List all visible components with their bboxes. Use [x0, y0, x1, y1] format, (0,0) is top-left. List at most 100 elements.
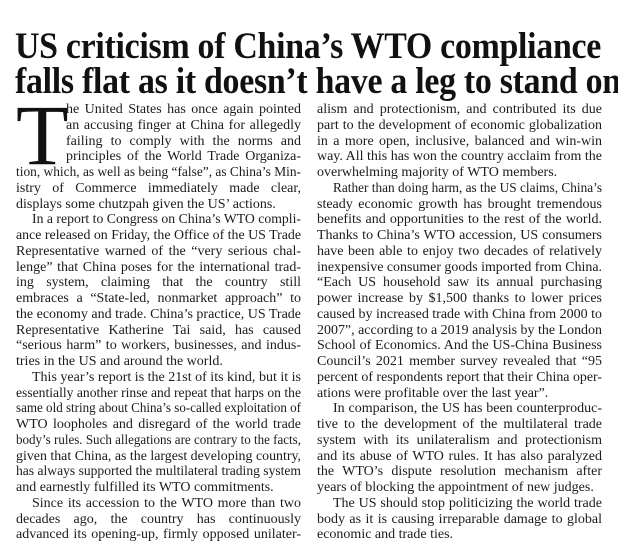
- text-line: Representative Katherine Tai said, has c…: [16, 323, 301, 339]
- text-line-content: caused by increased trade with China fro…: [317, 306, 602, 322]
- text-line: 2007”, according to a 2019 analysis by t…: [317, 323, 602, 339]
- text-line-content: body’s rules. Such allegations are contr…: [16, 432, 301, 448]
- text-line: failing to comply with the norms and: [16, 134, 301, 150]
- text-line-content: the WTO’s dispute resolution mechanism a…: [317, 464, 602, 480]
- text-line: way. All this has won the country acclai…: [317, 149, 602, 165]
- text-line: alism and protectionism, and contributed…: [317, 102, 602, 118]
- text-line-content: overwhelming majority of WTO members.: [317, 165, 558, 180]
- text-line-content: Council’s 2021 member survey revealed th…: [317, 354, 602, 369]
- text-line: In a report to Congress on China’s WTO c…: [16, 212, 301, 228]
- text-line: benefits and opportunities to the rest o…: [317, 212, 602, 228]
- text-line-content: ing system, claiming that the country st…: [16, 275, 301, 291]
- article-paragraph: Since its accession to the WTO more than…: [16, 496, 301, 543]
- text-line-content: 2007”, according to a 2019 analysis by t…: [317, 322, 602, 338]
- text-line: ance released on Friday, the Office of t…: [16, 228, 301, 244]
- text-line-content: and its abuse of WTO rules. It has also …: [317, 448, 602, 464]
- text-line-content: Since its accession to the WTO more than…: [32, 495, 301, 511]
- text-line-content: ations were profitable over the last yea…: [317, 385, 549, 401]
- text-line-content: The US should stop politicizing the worl…: [333, 495, 602, 511]
- text-line-content: tive to the development of the multilate…: [317, 417, 602, 432]
- text-line-content: system with its unilateralism and protec…: [317, 432, 602, 448]
- text-line-content: Representative Katherine Tai said, has c…: [16, 322, 301, 338]
- text-line-content: inexpensive consumer goods imported from…: [317, 259, 602, 275]
- text-line-content: This year’s report is the 21st of its ki…: [32, 369, 301, 385]
- headline-line-2: falls flat as it doesn’t have a leg to s…: [15, 60, 618, 102]
- text-line: decades ago, the country has continuousl…: [16, 512, 301, 528]
- text-line-content: benefits and opportunities to the rest o…: [317, 212, 602, 228]
- text-line-content: same old string about China’s so-called …: [16, 401, 301, 417]
- article-paragraph: Rather than doing harm, as the US claims…: [317, 181, 602, 402]
- text-line: system with its unilateralism and protec…: [317, 433, 602, 449]
- text-line-content: years of blocking the appointment of new…: [317, 480, 594, 495]
- text-line-content: steady economic growth has brought treme…: [317, 196, 602, 212]
- text-line: essentially another rinse and repeat tha…: [16, 386, 301, 402]
- text-line-content: In comparison, the US has been counterpr…: [333, 401, 602, 417]
- text-line: tive to the development of the multilate…: [317, 417, 602, 433]
- text-line: he United States has once again pointed: [16, 102, 301, 118]
- text-line-content: principles of the World Trade Organiza-: [66, 149, 301, 165]
- text-line-content: an accusing finger at China for allegedl…: [66, 117, 301, 133]
- text-line: and earnestly fulfilled its WTO commitme…: [16, 480, 301, 496]
- text-line: the WTO’s dispute resolution mechanism a…: [317, 464, 602, 480]
- text-line-content: in a more open, inclusive, balanced and …: [317, 133, 602, 149]
- headline-line-1: US criticism of China’s WTO compliance: [15, 25, 601, 67]
- headline: US criticism of China’s WTO compliance f…: [15, 25, 618, 102]
- text-line: tion, which, as well as being “false”, a…: [16, 165, 301, 181]
- text-line: tries in the US and around the world.: [16, 354, 301, 370]
- text-line-content: In a report to Congress on China’s WTO c…: [32, 212, 301, 228]
- text-line: embraces a “State-led, nonmarket approac…: [16, 291, 301, 307]
- text-line-content: has always supported the multilateral tr…: [16, 464, 301, 480]
- text-line: “serious harm” to workers, businesses, a…: [16, 338, 301, 354]
- text-line: same old string about China’s so-called …: [16, 401, 301, 417]
- text-line: an accusing finger at China for allegedl…: [16, 118, 301, 134]
- text-line-content: way. All this has won the country acclai…: [317, 149, 602, 165]
- text-line-content: Representative warned of the “very serio…: [16, 243, 301, 259]
- text-line: power increase by $1,500 thanks to lower…: [317, 291, 602, 307]
- text-line: caused by increased trade with China fro…: [317, 307, 602, 323]
- text-line: the economy and trade. China’s practice,…: [16, 307, 301, 323]
- text-line-content: the economy and trade. China’s practice,…: [16, 306, 301, 322]
- text-line: In comparison, the US has been counterpr…: [317, 401, 602, 417]
- text-line-content: economic and trade ties.: [317, 527, 454, 543]
- text-line: displays some chutzpah given the US’ act…: [16, 197, 301, 213]
- text-line-content: essentially another rinse and repeat tha…: [16, 385, 301, 401]
- text-line: School of Economics. And the US-China Bu…: [317, 338, 602, 354]
- text-line-content: WTO loopholes and disregard of the world…: [16, 417, 301, 432]
- text-line-content: failing to comply with the norms and: [66, 133, 301, 149]
- text-line-content: “serious harm” to workers, businesses, a…: [16, 338, 301, 354]
- text-line-content: “Each US household saw its annual purcha…: [317, 275, 602, 291]
- text-line: years of blocking the appointment of new…: [317, 480, 602, 496]
- article-paragraph: In comparison, the US has been counterpr…: [317, 401, 602, 496]
- text-line: inexpensive consumer goods imported from…: [317, 260, 602, 276]
- text-line: Since its accession to the WTO more than…: [16, 496, 301, 512]
- text-line-content: tries in the US and around the world.: [16, 354, 223, 369]
- text-line: overwhelming majority of WTO members.: [317, 165, 602, 181]
- drop-cap: T: [16, 87, 69, 183]
- text-line-content: power increase by $1,500 thanks to lower…: [317, 291, 602, 306]
- text-line-content: decades ago, the country has continuousl…: [16, 511, 301, 527]
- text-line-content: and earnestly fulfilled its WTO commitme…: [16, 480, 274, 495]
- text-line: ing system, claiming that the country st…: [16, 275, 301, 291]
- text-line-content: body as it is causing irreparable damage…: [317, 511, 602, 527]
- text-line: Council’s 2021 member survey revealed th…: [317, 354, 602, 370]
- text-line: ations were profitable over the last yea…: [317, 386, 602, 402]
- text-line: Rather than doing harm, as the US claims…: [317, 181, 602, 197]
- text-line: The US should stop politicizing the worl…: [317, 496, 602, 512]
- text-line-content: School of Economics. And the US-China Bu…: [317, 338, 602, 354]
- text-line-content: have been able to enjoy two decades of r…: [317, 243, 602, 259]
- text-line-content: istry of Commerce immediately made clear…: [16, 180, 301, 196]
- text-line-content: he United States has once again pointed: [66, 102, 301, 117]
- text-line-content: embraces a “State-led, nonmarket approac…: [16, 291, 301, 306]
- text-line-content: advanced its opening-up, firmly opposed …: [16, 527, 301, 543]
- text-line: istry of Commerce immediately made clear…: [16, 181, 301, 197]
- text-line-content: part to the development of economic glob…: [317, 117, 602, 133]
- text-line-content: Rather than doing harm, as the US claims…: [333, 180, 602, 196]
- text-line: steady economic growth has brought treme…: [317, 197, 602, 213]
- article-paragraph: alism and protectionism, and contributed…: [317, 102, 602, 181]
- article-paragraph: In a report to Congress on China’s WTO c…: [16, 212, 301, 370]
- text-line-content: percent of respondents report that their…: [317, 369, 602, 385]
- text-line: percent of respondents report that their…: [317, 370, 602, 386]
- text-line: in a more open, inclusive, balanced and …: [317, 134, 602, 150]
- text-line: and its abuse of WTO rules. It has also …: [317, 449, 602, 465]
- text-line-content: displays some chutzpah given the US’ act…: [16, 196, 276, 212]
